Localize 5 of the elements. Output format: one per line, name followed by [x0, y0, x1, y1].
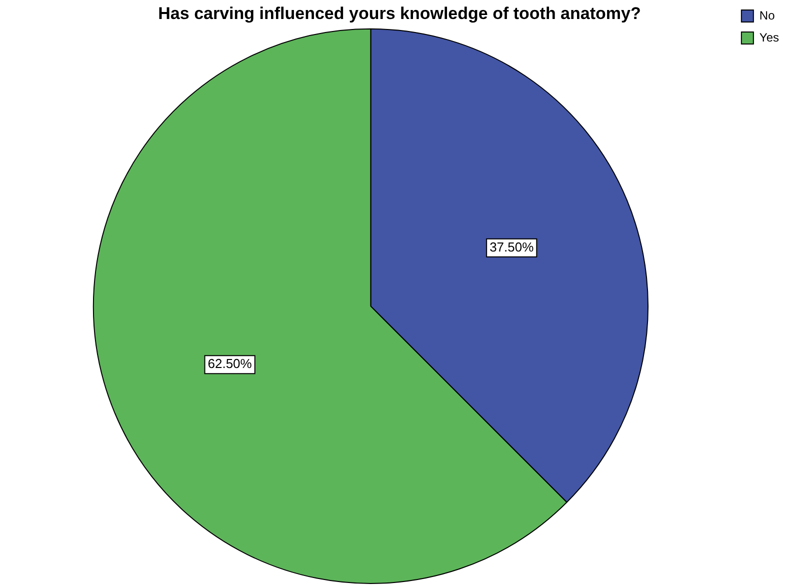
data-label: 62.50%: [208, 356, 252, 372]
data-label: 37.50%: [490, 239, 534, 254]
legend-label: Yes: [759, 30, 779, 44]
legend-label: No: [759, 8, 776, 22]
chart-title: Has carving influenced yours knowledge of tooth anatomy?: [158, 4, 641, 23]
